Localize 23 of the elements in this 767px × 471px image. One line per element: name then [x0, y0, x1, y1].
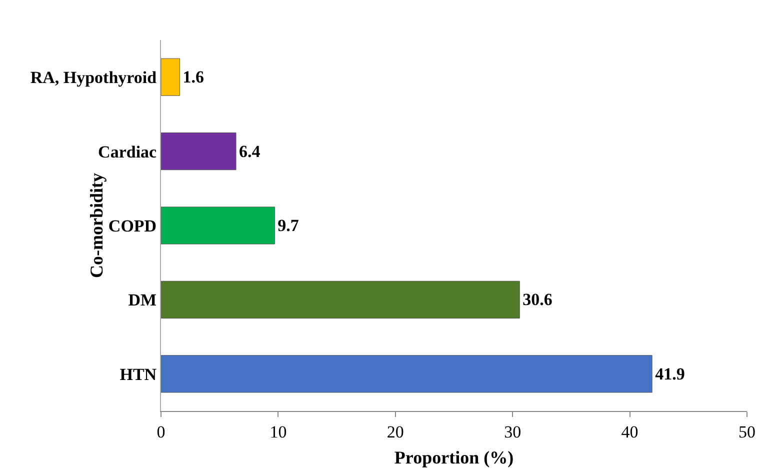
x-tick-label: 10: [270, 422, 287, 442]
x-tick-label: 30: [504, 422, 522, 442]
data-label: 9.7: [278, 216, 300, 235]
x-axis-title: Proportion (%): [394, 448, 514, 468]
x-tick-label: 50: [738, 422, 756, 442]
y-tick-label: COPD: [108, 216, 157, 236]
data-label: 41.9: [655, 364, 685, 384]
bar: [161, 280, 520, 318]
data-label: 30.6: [522, 290, 552, 310]
x-tick-label: 0: [156, 422, 166, 442]
y-tick-label: HTN: [120, 364, 158, 384]
data-label: 6.4: [239, 142, 261, 161]
bar: [161, 58, 180, 96]
x-tick-label: 20: [386, 422, 404, 442]
y-tick-label: Cardiac: [98, 142, 158, 162]
y-tick-label: DM: [128, 290, 157, 310]
y-axis-title: Co-morbidity: [86, 173, 106, 278]
x-tick-label: 40: [621, 422, 638, 442]
bar: [161, 355, 652, 393]
y-tick-label: RA, Hypothyroid: [30, 68, 158, 88]
bar: [161, 206, 275, 244]
data-label: 1.6: [182, 68, 204, 87]
bar: [161, 132, 236, 170]
